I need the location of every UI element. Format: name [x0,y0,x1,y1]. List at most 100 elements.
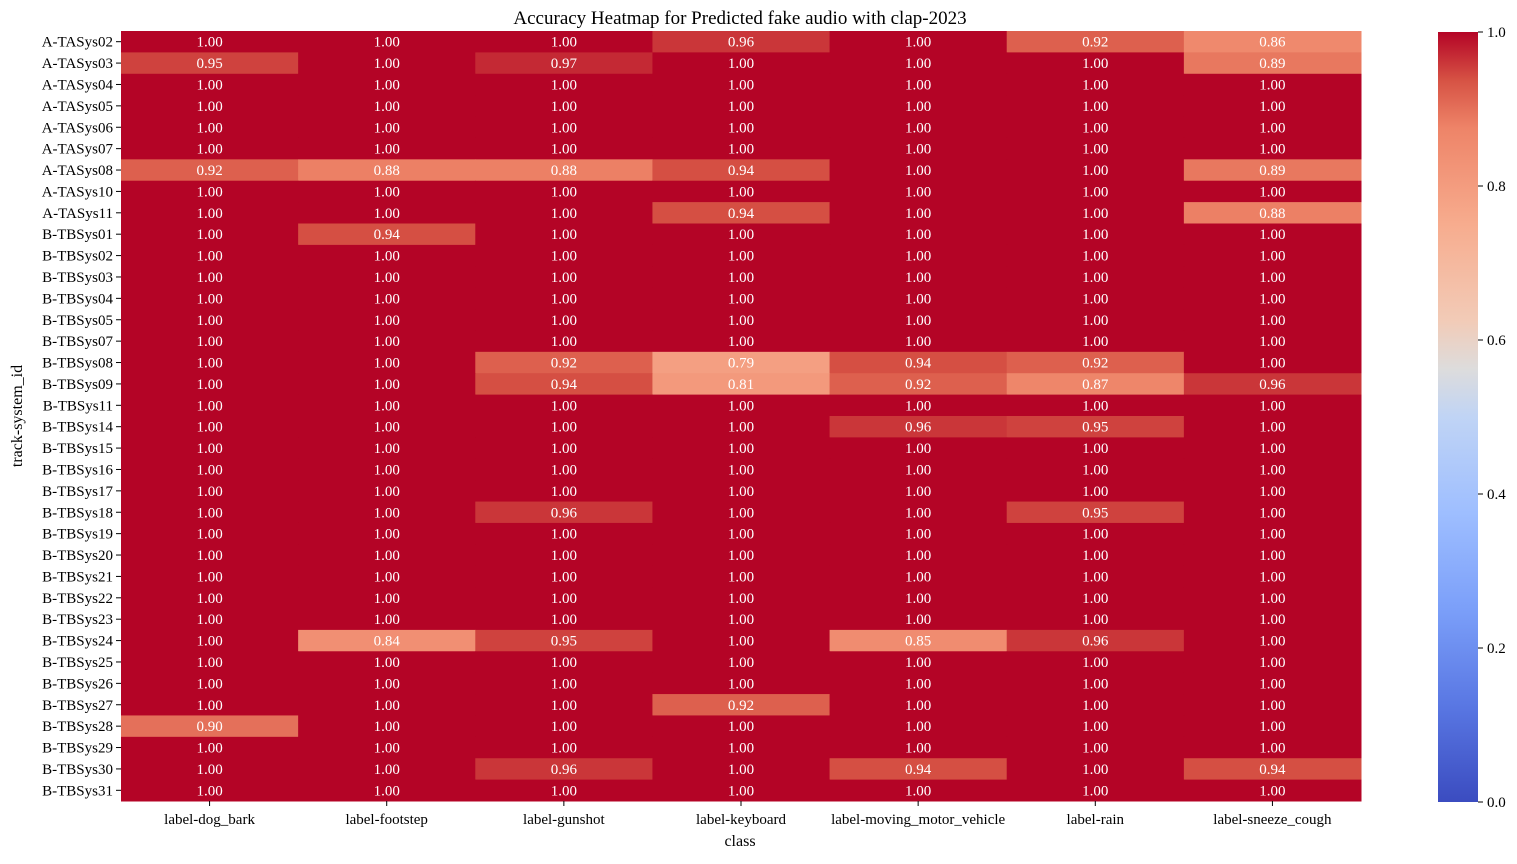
heatmap-cell [1183,266,1362,289]
heatmap-cell [121,244,299,267]
y-tick-label: B-TBSys01 [42,227,113,243]
cell-value-label: 0.95 [196,56,222,72]
cell-value-label: 0.96 [551,762,578,778]
cell-value-label: 1.00 [728,783,754,799]
heatmap-cell [1183,309,1362,331]
heatmap-cell [298,651,476,674]
cell-value-label: 1.00 [905,142,931,158]
cell-value-label: 0.89 [1259,163,1285,179]
heatmap-cell [475,779,653,802]
heatmap-cell [1183,202,1362,224]
cell-value-label: 1.00 [1082,56,1108,72]
cell-value-label: 1.00 [196,612,222,628]
heatmap-cell [1183,736,1362,759]
heatmap-cell [121,330,299,353]
heatmap-cell [475,31,653,53]
cell-value-label: 1.00 [374,142,400,158]
cell-value-label: 1.00 [905,270,931,286]
heatmap-cell [121,95,299,118]
heatmap-cell [829,672,1008,695]
cell-value-label: 0.85 [905,634,931,650]
y-tick-label: B-TBSys26 [42,676,113,692]
cell-value-label: 1.00 [905,741,931,757]
heatmap-cell [121,416,299,438]
heatmap-cell [475,758,653,781]
cell-value-label: 1.00 [196,783,222,799]
heatmap-cell [829,180,1008,203]
y-tick-label: B-TBSys08 [42,356,113,372]
heatmap-cell [1183,694,1362,716]
heatmap-cell [121,223,299,246]
cell-value-label: 0.79 [728,356,754,372]
heatmap-cell [652,394,831,417]
y-tick-label: A-TASys08 [42,163,113,179]
cell-value-label: 1.00 [728,142,754,158]
heatmap-cell [1006,116,1185,139]
heatmap-cell [829,266,1008,289]
heatmap-cell [298,137,476,160]
cell-value-label: 1.00 [374,441,400,457]
cell-value-labels: 1.00 1.00 1.00 0.96 1.00 0.92 0.86 0.95 1.00 0.97… [196,35,1286,800]
cell-value-label: 1.00 [196,548,222,564]
cell-value-label: 1.00 [374,698,400,714]
heatmap-cell [121,736,299,759]
x-tick-label: label-gunshot [523,812,605,828]
heatmap-cell [652,266,831,289]
heatmap-cell [829,565,1008,588]
y-tick-label: B-TBSys09 [42,377,113,393]
heatmap-cell [1006,779,1185,802]
cell-value-label: 1.00 [196,334,222,350]
heatmap-cell [1183,758,1362,781]
y-axis-label: track-system_id [9,365,26,467]
cell-value-label: 1.00 [1259,313,1285,329]
heatmap-cell [121,202,299,224]
cell-value-label: 1.00 [374,356,400,372]
cell-value-label: 1.00 [1259,505,1285,521]
heatmap-cell [475,437,653,460]
heatmap-cell [1006,758,1185,781]
heatmap-cell [475,287,653,310]
cell-value-label: 1.00 [1259,462,1285,478]
heatmap-cell [121,137,299,160]
heatmap-cell [121,715,299,738]
cell-value-label: 1.00 [1082,142,1108,158]
heatmap-cell [298,629,476,652]
cell-value-label: 1.00 [728,762,754,778]
heatmap-cell [298,522,476,545]
cell-value-label: 1.00 [1082,249,1108,265]
cell-value-label: 1.00 [1259,398,1285,414]
heatmap-cell [652,287,831,310]
heatmap-cell [475,480,653,503]
cell-value-label: 1.00 [196,527,222,543]
x-tick-label: label-moving_motor_vehicle [831,812,1005,828]
heatmap-cell [121,266,299,289]
heatmap-cell [829,287,1008,310]
y-tick-label: A-TASys06 [42,120,114,136]
heatmap-cell [475,587,653,609]
cell-value-label: 1.00 [728,591,754,607]
cell-value-label: 1.00 [905,612,931,628]
heatmap-cell [298,73,476,96]
cell-value-label: 1.00 [551,398,577,414]
cell-value-label: 1.00 [728,420,754,436]
cell-value-label: 1.00 [1259,698,1285,714]
cell-value-label: 1.00 [1259,99,1285,115]
heatmap-cell [829,73,1008,96]
heatmap-cell [829,544,1008,567]
heatmap-cell [121,480,299,503]
heatmap-cell [829,351,1008,374]
heatmap-cell [121,694,299,716]
colorbar-ticks: 0.0 0.2 0.4 0.6 0.8 1.0 [1478,25,1506,811]
heatmap-cell [1006,629,1185,652]
cell-value-label: 0.92 [196,163,222,179]
cell-value-label: 1.00 [551,783,577,799]
cell-value-label: 1.00 [1082,527,1108,543]
cell-value-label: 1.00 [374,612,400,628]
heatmap-cell [1183,73,1362,96]
heatmap-cell [652,330,831,353]
heatmap-cell [1006,137,1185,160]
heatmap-cell [298,244,476,267]
cell-value-label: 1.00 [196,99,222,115]
heatmap-cell [829,522,1008,545]
heatmap-cell [652,223,831,246]
